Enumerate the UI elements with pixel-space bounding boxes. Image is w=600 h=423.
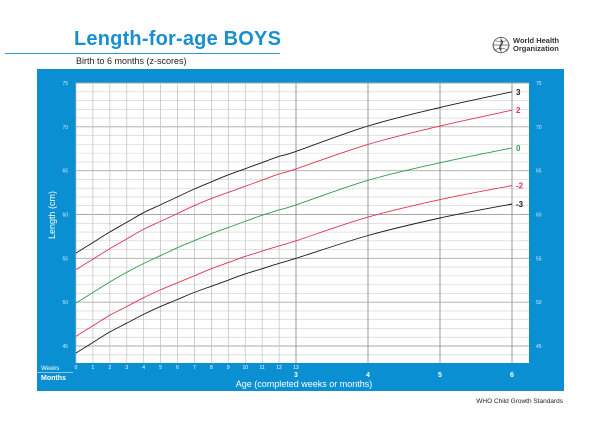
x-tick-week: 1 <box>92 365 95 371</box>
y-tick-left: 50 <box>62 300 68 306</box>
x-tick-week: 3 <box>125 365 128 371</box>
y-tick-right: 75 <box>536 81 542 87</box>
x-tick-week: 11 <box>260 365 265 371</box>
footer-source: WHO Child Growth Standards <box>476 398 563 405</box>
x-tick-week: 2 <box>108 365 111 371</box>
who-emblem-icon <box>492 36 510 54</box>
x-tick-month: 3 <box>294 372 298 379</box>
z-score-label-3: 3 <box>516 88 521 97</box>
x-tick-week: 10 <box>242 365 248 371</box>
z-score-label-2: 2 <box>516 106 521 115</box>
x-tick-month: 4 <box>366 372 370 379</box>
page-title: Length-for-age BOYS <box>74 28 282 50</box>
y-tick-right: 50 <box>536 300 542 306</box>
z-score-curve-3 <box>75 91 513 254</box>
y-tick-right: 45 <box>536 344 542 350</box>
x-tick-week: 6 <box>176 365 179 371</box>
org-name-line1: World Health <box>513 36 560 45</box>
x-tick-week: 7 <box>193 365 196 371</box>
page-subtitle: Birth to 6 months (z-scores) <box>76 56 187 66</box>
org-name-line2: Organization <box>513 44 559 53</box>
y-tick-left: 55 <box>62 256 68 262</box>
x-axis-label: Age (completed weeks or months) <box>236 379 373 389</box>
z-score-label--3: -3 <box>516 200 524 209</box>
z-score-curve-0 <box>75 147 513 304</box>
z-score-label--2: -2 <box>516 182 524 191</box>
title-underline <box>5 53 280 54</box>
x-tick-week: 13 <box>293 365 299 371</box>
x-tick-week: 0 <box>75 365 78 371</box>
z-score-label-0: 0 <box>516 144 521 153</box>
y-tick-right: 70 <box>536 125 542 131</box>
x-tick-week: 12 <box>276 365 282 371</box>
y-tick-right: 65 <box>536 169 542 175</box>
x-tick-month: 6 <box>510 372 514 379</box>
z-score-curve--3 <box>75 203 513 354</box>
y-tick-left: 45 <box>62 344 68 350</box>
y-tick-right: 55 <box>536 256 542 262</box>
x-tick-week: 9 <box>227 365 230 371</box>
y-tick-left: 65 <box>62 169 68 175</box>
y-tick-left: 75 <box>62 81 68 87</box>
x-tick-week: 8 <box>210 365 213 371</box>
x-tick-week: 4 <box>142 365 145 371</box>
who-logo: World Health Organization <box>492 36 559 54</box>
y-tick-left: 70 <box>62 125 68 131</box>
x-tick-month: 5 <box>438 372 442 379</box>
y-tick-left: 60 <box>62 213 68 219</box>
months-label: Months <box>41 375 66 382</box>
y-tick-right: 60 <box>536 213 542 219</box>
z-score-curve-2 <box>75 109 513 271</box>
weeks-label: Weeks <box>41 366 59 372</box>
x-tick-week: 5 <box>159 365 162 371</box>
z-score-curve--2 <box>75 185 513 337</box>
y-axis-label: Length (cm) <box>47 191 57 239</box>
